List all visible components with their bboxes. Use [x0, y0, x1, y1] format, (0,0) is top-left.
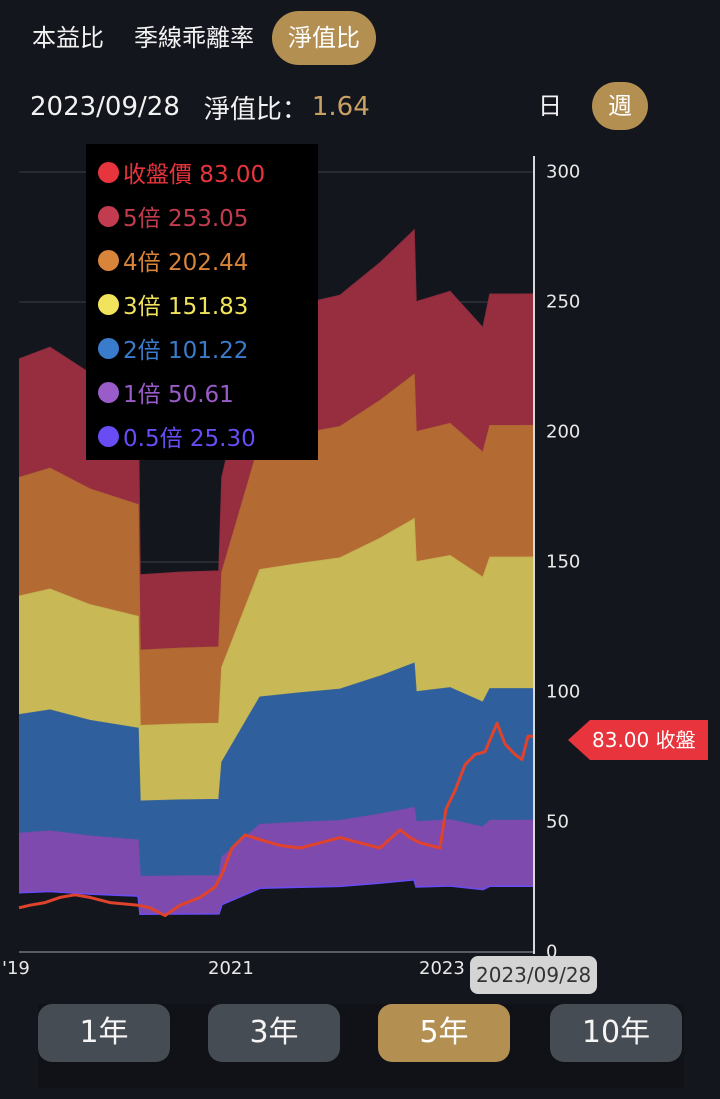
legend-dot-icon — [98, 161, 119, 183]
chart-tooltip: 收盤價 83.00 5倍 253.05 4倍 202.44 3倍 151.83 … — [86, 144, 318, 460]
indicator-tabs: 本益比 季線乖離率 淨值比 — [20, 10, 376, 66]
arrow-left-icon — [568, 720, 590, 760]
y-tick-100: 100 — [546, 681, 581, 703]
y-tick-150: 150 — [546, 551, 581, 573]
y-tick-300: 300 — [546, 161, 581, 183]
y-tick-50: 50 — [546, 811, 569, 833]
range-10y-button[interactable]: 10年 — [550, 1004, 682, 1062]
metric-label: 淨值比： — [203, 94, 308, 125]
legend-dot-icon — [98, 249, 119, 271]
x-tick-2023: 2023 — [419, 958, 465, 979]
band-4x — [19, 374, 533, 726]
range-5y-button[interactable]: 5年 — [378, 1004, 510, 1062]
frequency-daily[interactable]: 日 — [538, 92, 562, 120]
close-price-tag: 83.00 收盤 — [568, 720, 708, 760]
current-date: 2023/09/28 — [30, 92, 180, 122]
x-tick-2019: '19 — [2, 958, 30, 979]
tooltip-row-1x: 1倍 50.61 — [98, 376, 234, 408]
frequency-weekly[interactable]: 週 — [592, 82, 648, 130]
y-tick-0: 0 — [546, 941, 558, 963]
range-selector: 1年 3年 5年 10年 — [38, 1004, 684, 1088]
legend-dot-icon — [98, 425, 119, 447]
band-3x — [19, 519, 533, 802]
legend-dot-icon — [98, 205, 119, 227]
pb-river-chart[interactable]: 300 250 200 150 100 50 0 '19 2021 2023 收… — [0, 140, 720, 1000]
info-bar: 2023/09/28 淨值比： 1.64 — [30, 82, 720, 132]
legend-dot-icon — [98, 381, 119, 403]
tab-quarterly-bias[interactable]: 季線乖離率 — [134, 24, 254, 52]
tooltip-row-half-x: 0.5倍 25.30 — [98, 420, 256, 452]
x-tick-2021: 2021 — [208, 958, 254, 979]
y-tick-200: 200 — [546, 421, 581, 443]
tooltip-row-2x: 2倍 101.22 — [98, 332, 248, 364]
band-2x — [19, 663, 533, 877]
tooltip-row-5x: 5倍 253.05 — [98, 200, 248, 232]
tooltip-row-3x: 3倍 151.83 — [98, 288, 248, 320]
range-3y-button[interactable]: 3年 — [208, 1004, 340, 1062]
tab-pe-ratio[interactable]: 本益比 — [32, 24, 104, 52]
tooltip-row-close: 收盤價 83.00 — [98, 156, 265, 188]
range-1y-button[interactable]: 1年 — [38, 1004, 170, 1062]
band-5x — [19, 230, 533, 651]
legend-dot-icon — [98, 337, 119, 359]
crosshair-date-label: 2023/09/28 — [470, 956, 598, 994]
tooltip-row-4x: 4倍 202.44 — [98, 244, 248, 276]
tab-pb-ratio[interactable]: 淨值比 — [272, 11, 376, 65]
frequency-toggle: 日 週 — [522, 82, 648, 130]
metric-value: 1.64 — [311, 92, 370, 122]
y-tick-250: 250 — [546, 291, 581, 313]
legend-dot-icon — [98, 293, 119, 315]
close-price-label: 83.00 收盤 — [590, 720, 708, 760]
